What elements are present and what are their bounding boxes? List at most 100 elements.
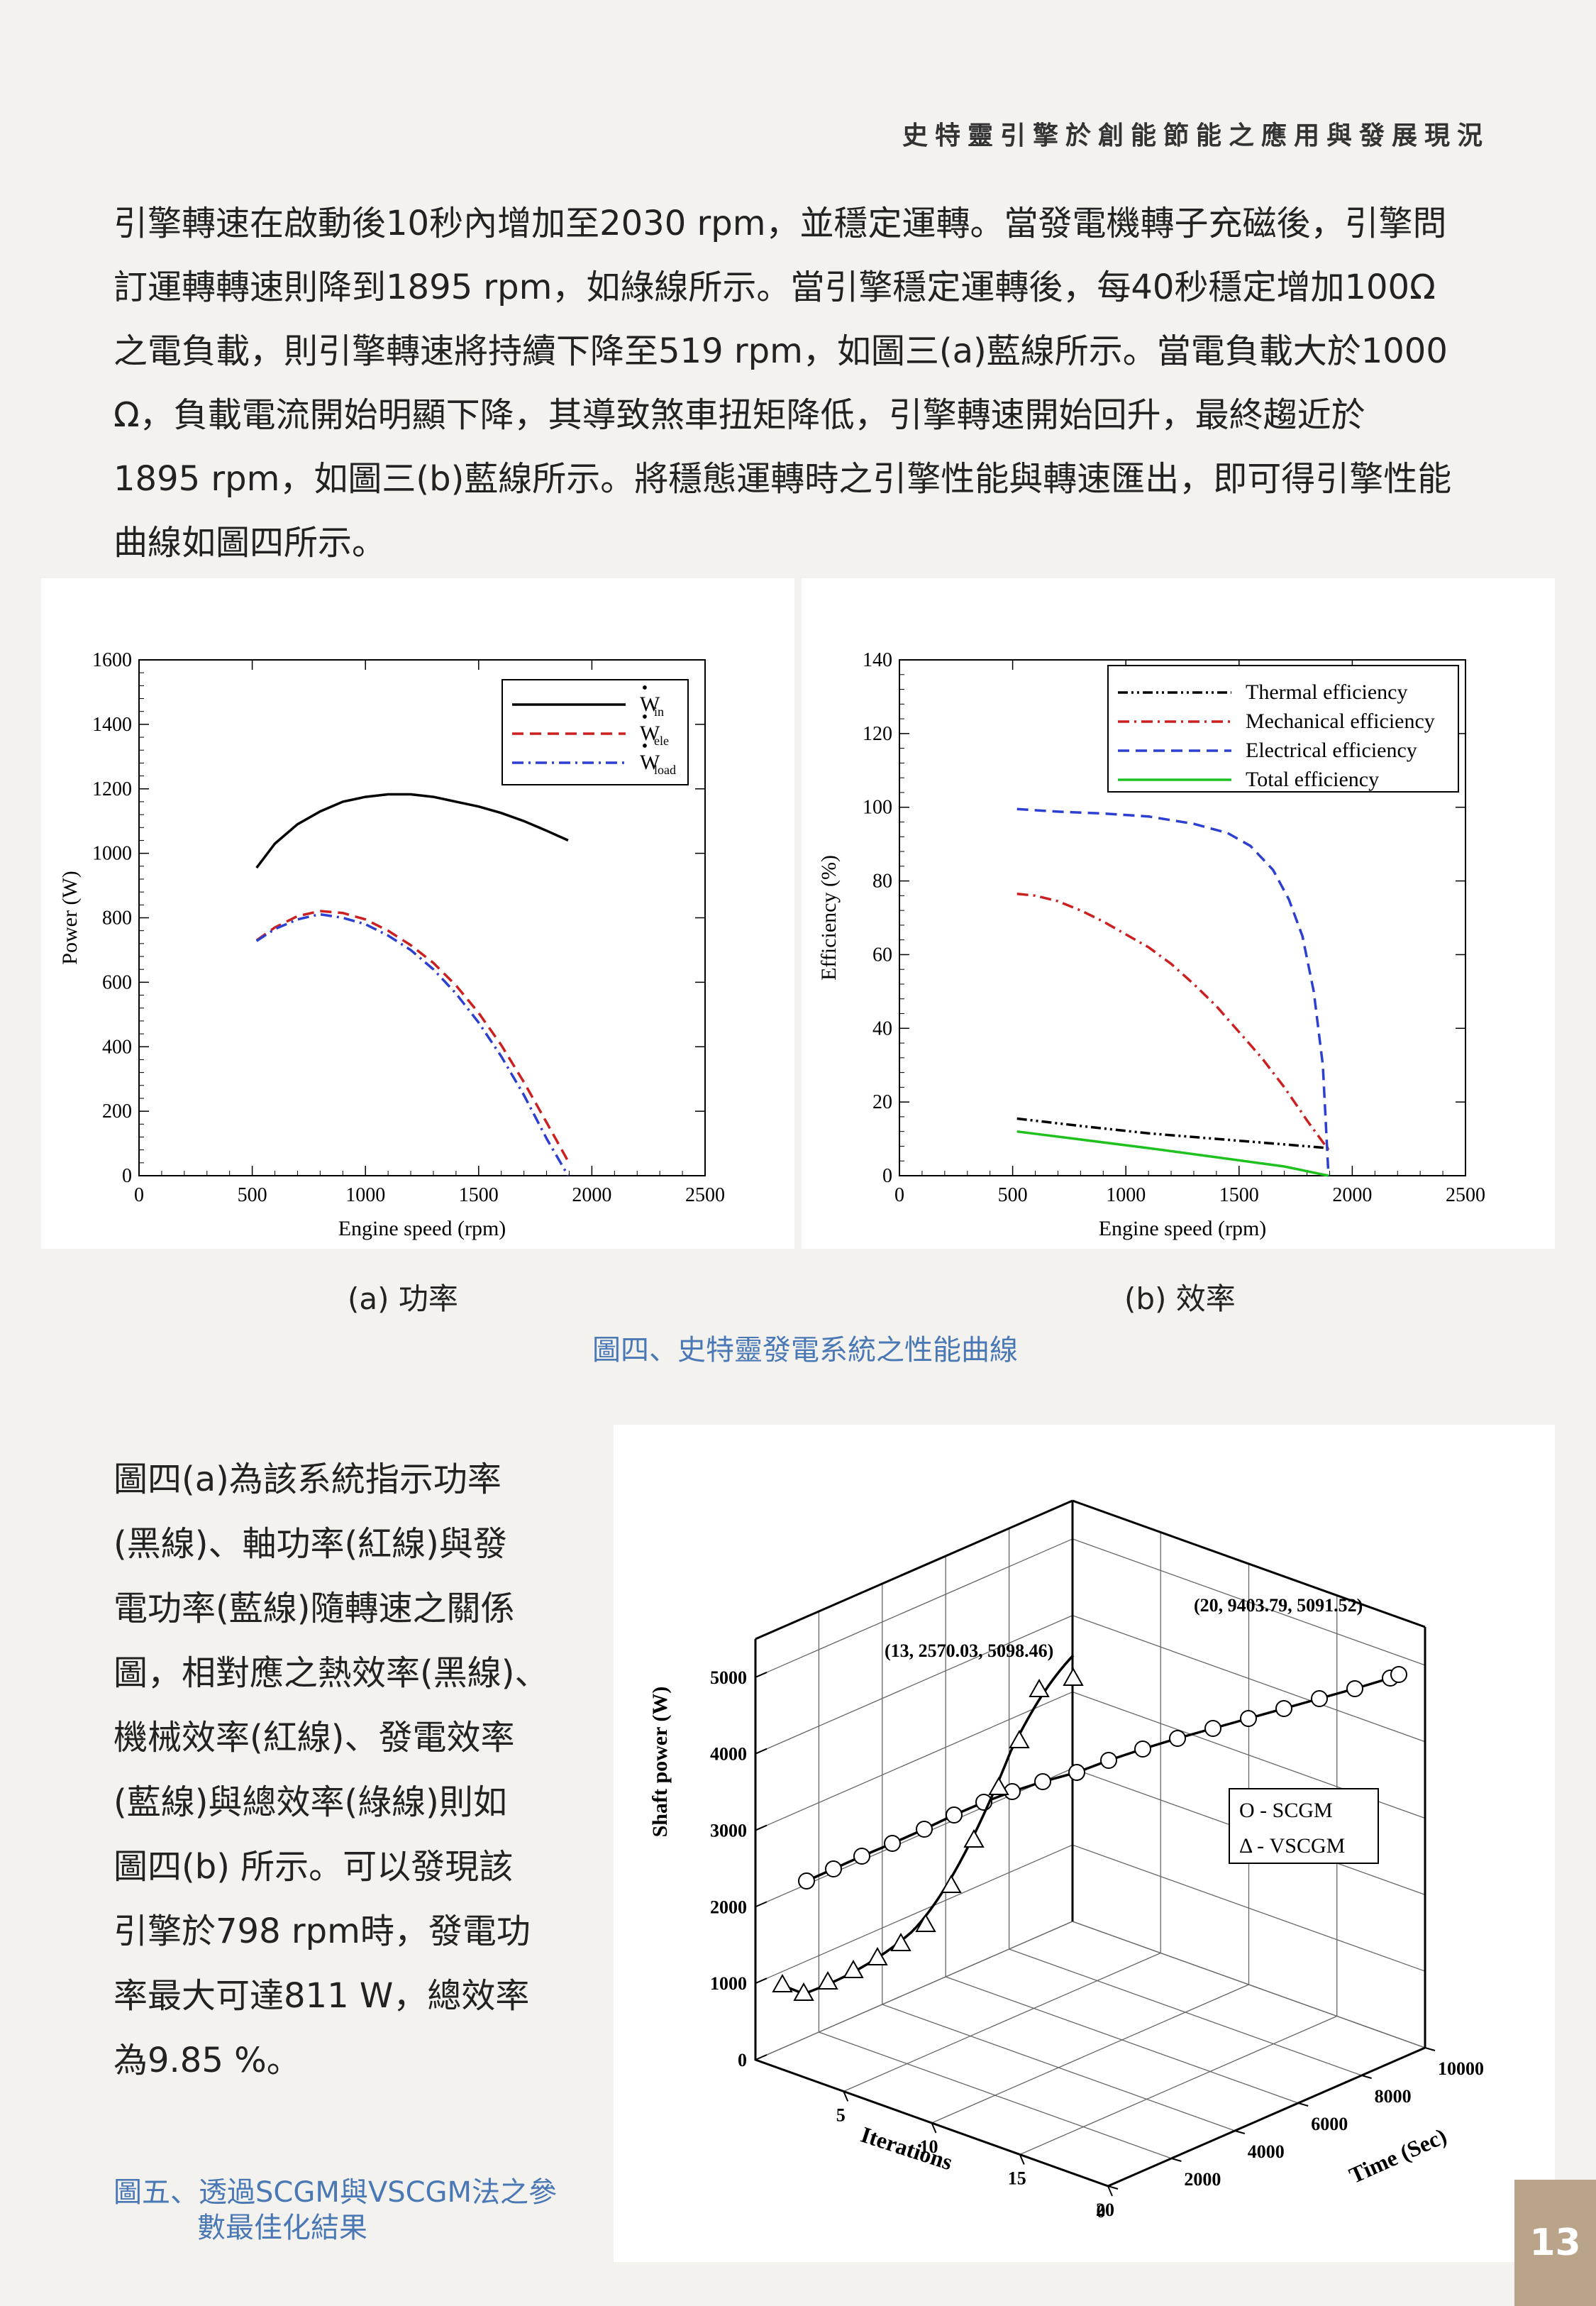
series-line (255, 793, 569, 869)
legend-box (501, 679, 689, 785)
figure-4a-panel: 0 200 400 600 800 1000 1200 1400 1600 0 500 1000 150… (41, 578, 794, 1249)
y-tick-mark (1171, 2158, 1182, 2162)
intro-line: 引擎轉速在啟動後10秒內增加至2030 rpm，並穩定運轉。當發電機轉子充磁後，… (113, 204, 1447, 243)
x-tick-label: 1500 (459, 1184, 499, 1206)
y-tick-label: 4000 (1248, 2141, 1285, 2162)
y-tick-mark (1107, 2185, 1119, 2190)
scgm-marker (1275, 1700, 1292, 1717)
legend-box (1229, 1788, 1379, 1864)
axis-edge (1072, 1499, 1426, 1628)
y-tick-label: 400 (102, 1036, 132, 1058)
scgm-marker (1100, 1752, 1117, 1769)
y-tick-label: 120 (863, 723, 892, 745)
z-tick-label: 5000 (710, 1667, 747, 1688)
legend-label: Electrical efficiency (1246, 739, 1417, 762)
figure-4-title: 圖四、史特靈發電系統之性能曲線 (592, 1334, 1018, 1367)
y-tick-label: 140 (863, 649, 892, 671)
scgm-marker (853, 1848, 870, 1865)
figure-5-caption-line: 圖五、透過SCGM與VSCGM法之參 (113, 2176, 558, 2209)
legend-label: Δ - VSCGM (1239, 1834, 1345, 1858)
grid-line (755, 1615, 1073, 1755)
x-tick-label: 1000 (345, 1184, 385, 1206)
intro-paragraph: 引擎轉速在啟動後10秒內增加至2030 rpm，並穩定運轉。當發電機轉子充磁後，… (113, 192, 1493, 575)
z-tick-label: 0 (738, 2050, 747, 2070)
grid-line (755, 1691, 1073, 1831)
x-tick-label: 500 (998, 1184, 1028, 1206)
optimization-3d-chart: 0 1000 2000 3000 4000 5000 Shaft power (W) 5 10 1… (648, 1499, 1484, 2222)
z-tick-mark (755, 1977, 767, 1985)
figure-4b-caption: (b) 效率 (1124, 1281, 1236, 1316)
legend-subscript: ele (654, 734, 669, 748)
scgm-marker (1390, 1666, 1407, 1683)
legend-label: W (640, 722, 660, 745)
figure-5-caption-line: 數最佳化結果 (197, 2212, 367, 2244)
body-line: 圖四(b) 所示。可以發現該 (113, 1847, 514, 1887)
legend-label: Thermal efficiency (1246, 680, 1408, 704)
x-tick-label: 5 (836, 2105, 846, 2126)
z-tick-mark (755, 1671, 767, 1678)
axis-edge (1107, 2046, 1426, 2188)
y-tick-label: 8000 (1375, 2086, 1412, 2107)
body-line: 圖，相對應之熱效率(黑線)、 (113, 1653, 549, 1693)
figure-4b-panel: 0 20 40 60 80 100 120 140 0 500 1000 1500 2000 2500 En… (802, 578, 1555, 1249)
z-tick-label: 2000 (710, 1897, 747, 1917)
grid-line (843, 1952, 1161, 2092)
vscgm-marker (963, 1828, 985, 1848)
y-tick-label: 20 (872, 1091, 892, 1113)
power-chart: 0 200 400 600 800 1000 1200 1400 1600 0 500 1000 150… (58, 649, 725, 1240)
y-axis-label: Time (Sec) (1346, 2123, 1451, 2188)
plot-frame (899, 659, 1466, 1176)
scgm-marker (1311, 1690, 1328, 1707)
grid-line (755, 1844, 1073, 1984)
x-tick-label: 20 (1096, 2200, 1114, 2220)
body-line: 為9.85 %。 (113, 2041, 301, 2080)
scgm-marker (1169, 1730, 1186, 1747)
x-tick-label: 0 (894, 1184, 904, 1206)
x-tick-mark (931, 2122, 937, 2134)
y-tick-label: 0 (1097, 2201, 1106, 2222)
vscgm-marker (1063, 1667, 1084, 1686)
legend-subscript: load (654, 763, 676, 777)
y-tick-mark (1234, 2130, 1246, 2134)
y-tick-mark (1424, 2047, 1436, 2051)
series-line (1016, 1130, 1329, 1177)
legend-dot-accent: • (642, 708, 648, 727)
series-line (1016, 892, 1330, 1151)
grid-line (755, 1538, 1073, 1678)
x-tick-mark (843, 2091, 849, 2102)
legend-box (1107, 665, 1459, 793)
legend-label: Total efficiency (1246, 768, 1379, 791)
x-tick-label: 0 (134, 1184, 144, 1206)
x-tick-label: 2000 (1332, 1184, 1372, 1206)
vscgm-marker (793, 1982, 814, 2001)
z-tick-mark (755, 1824, 767, 1831)
vscgm-marker (941, 1874, 962, 1893)
series-line (255, 912, 570, 1176)
z-tick-mark (755, 1901, 767, 1908)
x-tick-label: 500 (238, 1184, 267, 1206)
scgm-marker (825, 1860, 842, 1877)
z-tick-label: 1000 (710, 1973, 747, 1994)
scgm-marker (916, 1821, 933, 1838)
legend-label: W (640, 693, 660, 716)
body-line: 率最大可達811 W，總效率 (113, 1976, 530, 2016)
x-tick-label: 1500 (1219, 1184, 1259, 1206)
x-tick-label: 2500 (685, 1184, 725, 1206)
series-line (1016, 1117, 1329, 1149)
vscgm-marker (1009, 1729, 1030, 1748)
y-tick-label: 0 (882, 1165, 892, 1187)
x-axis-label: Iterations (858, 2122, 955, 2175)
y-tick-mark (1361, 2075, 1372, 2079)
y-tick-label: 0 (122, 1165, 132, 1187)
annotation-label: (13, 2570.03, 5098.46) (885, 1640, 1053, 1661)
vscgm-marker (915, 1913, 936, 1932)
grid-line (1019, 2015, 1338, 2156)
y-tick-label: 1600 (92, 649, 132, 671)
scgm-marker (1068, 1764, 1085, 1781)
grid-line (755, 1921, 1073, 2060)
vscgm-marker (772, 1973, 793, 1992)
scgm-marker (884, 1835, 901, 1852)
legend-label: Mechanical efficiency (1246, 710, 1435, 733)
scgm-marker (1240, 1710, 1257, 1727)
z-tick-label: 4000 (710, 1744, 747, 1765)
